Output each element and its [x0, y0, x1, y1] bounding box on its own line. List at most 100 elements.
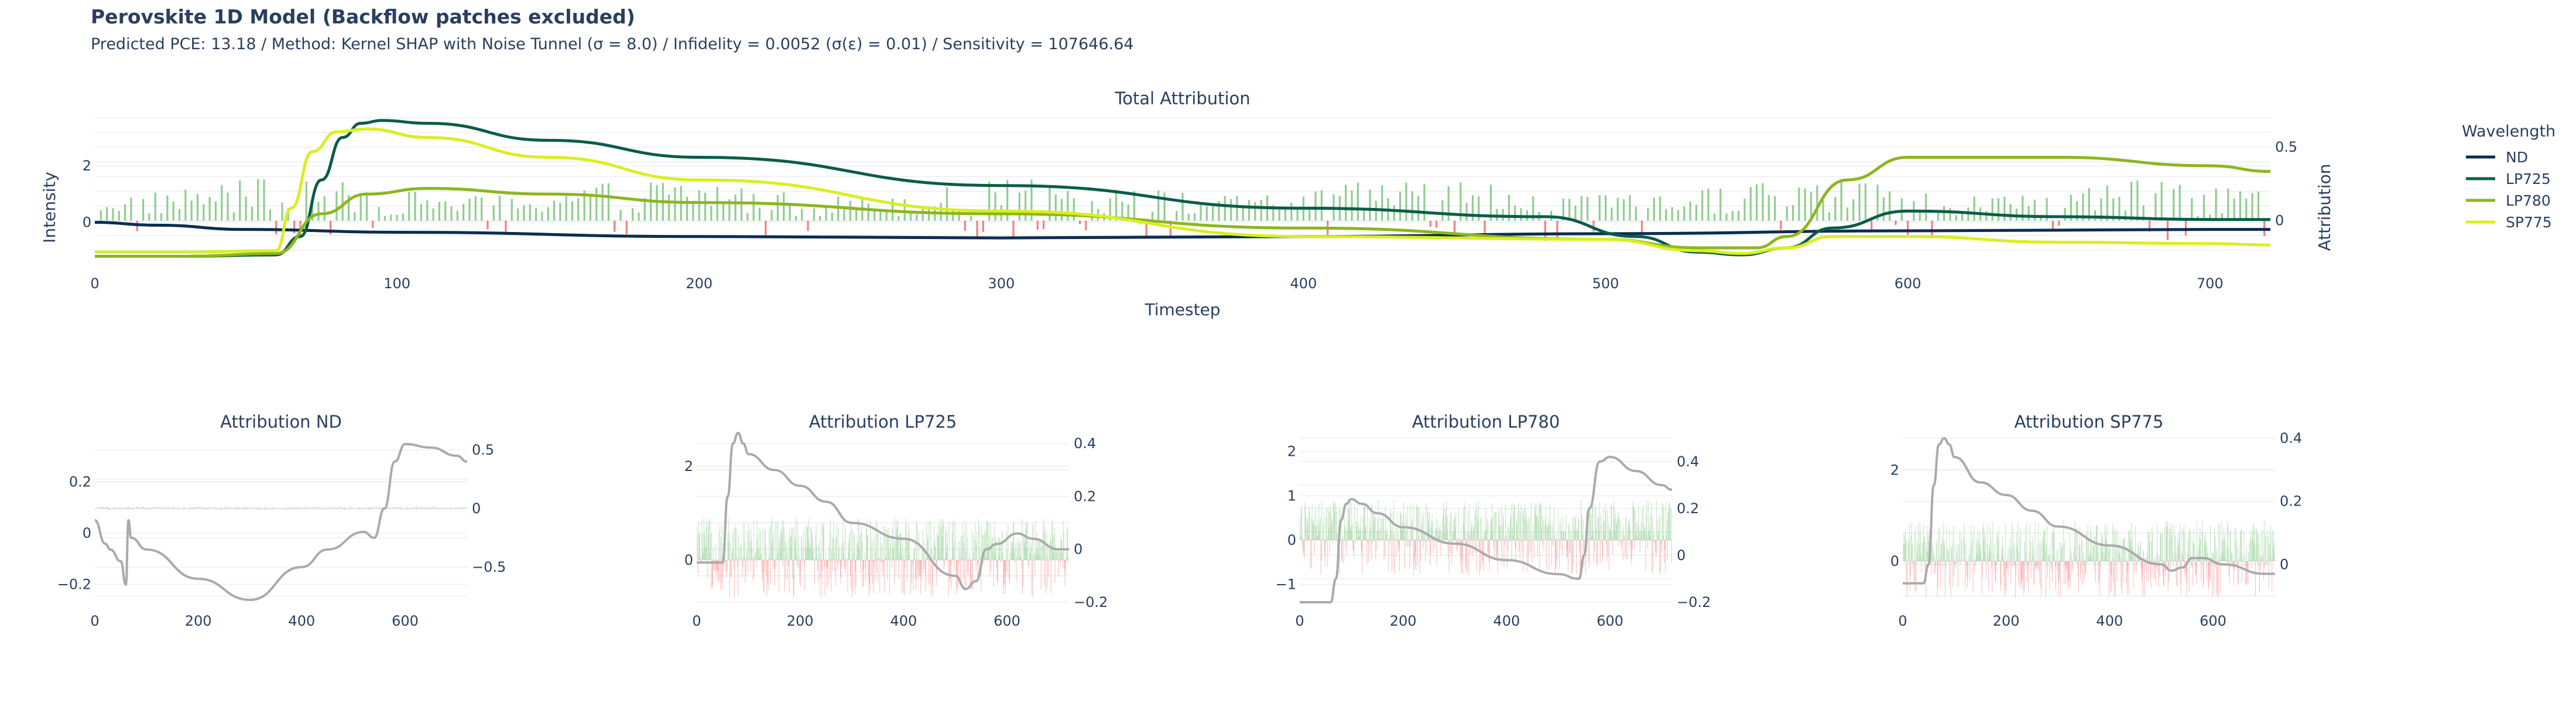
positive-attribution-bar	[1030, 542, 1032, 560]
positive-attribution-bar	[2233, 199, 2235, 221]
positive-attribution-bar	[2205, 532, 2207, 561]
positive-attribution-bar	[1060, 535, 1061, 560]
positive-attribution-bar	[432, 507, 433, 509]
positive-attribution-bar	[1444, 525, 1445, 541]
positive-attribution-bar	[1657, 534, 1659, 541]
positive-attribution-bar	[2145, 558, 2146, 561]
positive-attribution-bar	[1889, 191, 1891, 221]
negative-attribution-bar	[292, 509, 293, 510]
positive-attribution-bar	[1582, 535, 1583, 541]
negative-attribution-bar	[2215, 561, 2216, 567]
positive-attribution-bar	[1545, 518, 1546, 541]
positive-attribution-bar	[146, 507, 148, 509]
negative-attribution-bar	[2140, 561, 2142, 569]
negative-attribution-bar	[451, 509, 453, 510]
positive-attribution-bar	[314, 507, 316, 509]
positive-attribution-bar	[922, 207, 924, 221]
gridlines	[95, 449, 467, 597]
positive-attribution-bar	[813, 208, 815, 221]
positive-attribution-bar	[2254, 543, 2255, 561]
negative-attribution-bar	[2003, 561, 2004, 577]
positive-attribution-bar	[2161, 560, 2163, 561]
y-tick-label: 2	[1287, 443, 1296, 460]
positive-attribution-bar	[112, 208, 114, 221]
negative-attribution-bar	[989, 560, 991, 578]
positive-attribution-bar	[1593, 531, 1594, 541]
positive-attribution-bar	[1598, 516, 1599, 541]
negative-attribution-bar	[1914, 561, 1916, 593]
positive-attribution-bar	[1323, 537, 1324, 541]
positive-attribution-bar	[310, 507, 311, 509]
negative-attribution-bar	[793, 560, 794, 598]
attribution-line	[1299, 455, 1673, 604]
y-tick-label: 2	[684, 458, 693, 475]
positive-attribution-bar	[1659, 196, 1662, 221]
negative-attribution-bar	[2023, 561, 2025, 596]
positive-attribution-bar	[927, 539, 929, 560]
negative-attribution-bar	[316, 509, 317, 510]
positive-attribution-bar	[959, 540, 960, 560]
positive-attribution-bar	[1580, 196, 1582, 221]
negative-attribution-bar	[903, 560, 904, 593]
positive-attribution-bar	[1786, 206, 1788, 221]
positive-attribution-bar	[1377, 530, 1378, 541]
positive-attribution-bar	[1386, 527, 1388, 541]
positive-attribution-bar	[1317, 519, 1318, 541]
x-tick-label: 300	[988, 275, 1015, 292]
positive-attribution-bar	[192, 507, 193, 509]
positive-attribution-bar	[335, 508, 337, 509]
negative-attribution-bar	[787, 560, 788, 579]
positive-attribution-bar	[1554, 534, 1555, 541]
negative-attribution-bar	[722, 560, 723, 589]
negative-attribution-bar	[824, 560, 825, 567]
negative-attribution-bar	[1895, 220, 1897, 225]
positive-attribution-bar	[1038, 550, 1039, 560]
positive-attribution-bar	[256, 507, 258, 509]
positive-attribution-bar	[1304, 500, 1306, 541]
y2-tick-label: 0.5	[472, 442, 494, 458]
positive-attribution-bar	[779, 539, 780, 560]
negative-attribution-bar	[150, 509, 152, 510]
positive-attribution-bar	[191, 508, 193, 509]
positive-attribution-bar	[444, 201, 447, 221]
negative-attribution-bar	[2095, 561, 2096, 582]
positive-attribution-bar	[1920, 554, 1921, 561]
attribution-bars	[1903, 520, 2275, 598]
positive-attribution-bar	[1568, 199, 1571, 221]
positive-attribution-bar	[2091, 533, 2092, 561]
negative-attribution-bar	[1484, 220, 1486, 237]
negative-attribution-bar	[430, 509, 431, 510]
positive-attribution-bar	[1501, 507, 1502, 541]
negative-attribution-bar	[437, 509, 439, 510]
positive-attribution-bar	[305, 507, 306, 509]
positive-attribution-bar	[1519, 510, 1520, 541]
positive-attribution-bar	[2212, 552, 2214, 561]
positive-attribution-bar	[113, 507, 114, 509]
negative-attribution-bar	[742, 560, 744, 568]
positive-attribution-bar	[273, 507, 275, 509]
positive-attribution-bar	[732, 530, 734, 560]
positive-attribution-bar	[1479, 518, 1481, 541]
positive-attribution-bar	[191, 507, 192, 509]
negative-attribution-bar	[2260, 561, 2261, 572]
positive-attribution-bar	[1656, 500, 1657, 541]
positive-attribution-bar	[2082, 193, 2084, 221]
positive-attribution-bar	[2107, 560, 2108, 561]
negative-attribution-bar	[358, 509, 359, 510]
positive-attribution-bar	[1834, 197, 1837, 221]
positive-attribution-bar	[185, 507, 186, 509]
positive-attribution-bar	[1067, 526, 1068, 560]
positive-attribution-bar	[969, 552, 970, 560]
positive-attribution-bar	[1719, 189, 1722, 221]
positive-attribution-bar	[1236, 196, 1238, 221]
negative-attribution-bar	[1592, 220, 1595, 232]
positive-attribution-bar	[1307, 518, 1308, 541]
positive-attribution-bar	[1574, 205, 1577, 221]
positive-attribution-bar	[843, 552, 844, 560]
positive-attribution-bar	[1526, 515, 1527, 541]
negative-attribution-bar	[1572, 540, 1573, 573]
positive-attribution-bar	[2267, 559, 2269, 561]
negative-attribution-bar	[2027, 561, 2029, 566]
